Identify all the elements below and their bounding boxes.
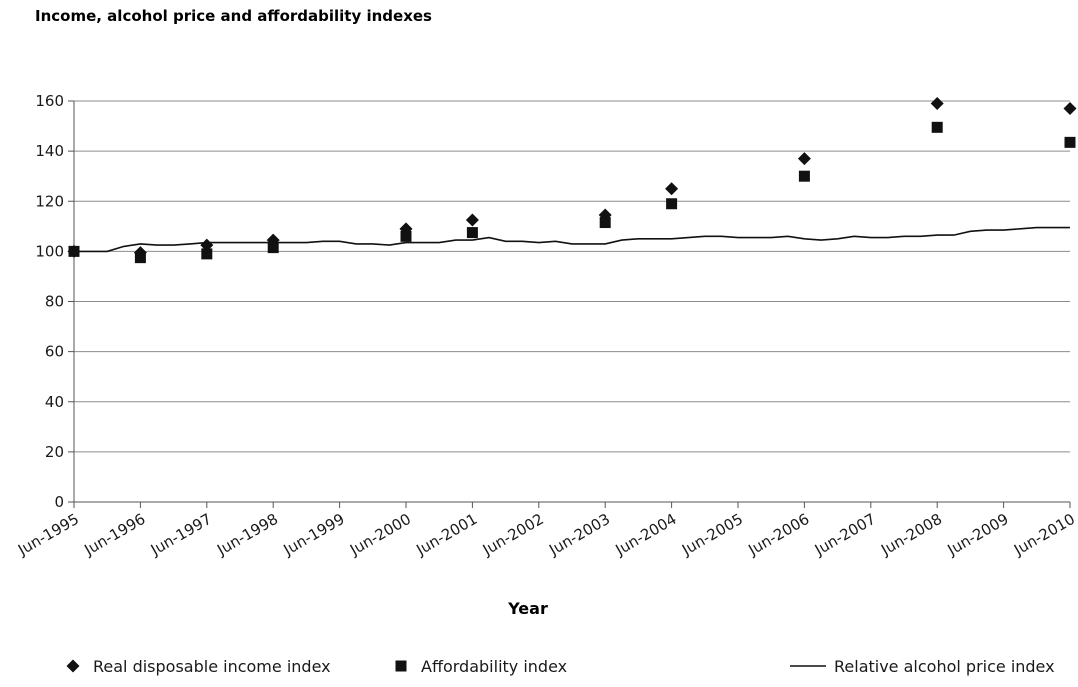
gridlines xyxy=(74,100,1070,453)
plot-area xyxy=(67,97,1077,264)
y-tick-label: 160 xyxy=(35,92,64,110)
y-tick-label: 140 xyxy=(35,142,64,160)
x-tick-label: Jun-2009 xyxy=(944,510,1012,560)
affordability-index-point xyxy=(466,227,478,239)
affordability-index-point xyxy=(201,248,213,260)
x-tick-label: Jun-1999 xyxy=(280,510,348,560)
x-tick-label: Jun-2000 xyxy=(346,510,414,560)
y-tick-label: 80 xyxy=(45,293,64,311)
x-tick-label: Jun-2005 xyxy=(678,510,746,560)
legend-label: Affordability index xyxy=(421,657,567,676)
affordability-index-point xyxy=(666,198,678,210)
x-tick-label: Jun-2010 xyxy=(1010,510,1078,560)
real-disposable-income-index-point xyxy=(1063,102,1077,116)
affordability-index-point xyxy=(134,252,146,264)
x-tick-label: Jun-2007 xyxy=(811,510,879,560)
legend-item-real-disposable-income-index: Real disposable income index xyxy=(66,657,331,676)
affordability-index-point xyxy=(400,230,412,242)
real-disposable-income-index-point xyxy=(665,182,679,196)
affordability-index-point xyxy=(931,121,943,133)
x-axis-ticks: Jun-1995 Jun-1996 Jun-1997 Jun-1998 Jun-1999… xyxy=(14,502,1078,559)
y-tick-label: 120 xyxy=(35,192,64,210)
y-tick-label: 60 xyxy=(45,343,64,361)
legend-item-affordability-index: Affordability index xyxy=(395,657,567,676)
legend-label: Relative alcohol price index xyxy=(834,657,1055,676)
affordability-index-point xyxy=(798,170,810,182)
y-axis-ticks: 0 20 40 60 80 100 120 140 160 xyxy=(35,92,74,511)
x-tick-label: Jun-1995 xyxy=(14,510,82,560)
x-tick-label: Jun-1998 xyxy=(213,510,281,560)
x-tick-label: Jun-2002 xyxy=(479,510,547,560)
y-tick-label: 100 xyxy=(35,242,64,260)
legend: Real disposable income index Affordabilit… xyxy=(66,657,1055,676)
legend-item-relative-alcohol-price-index: Relative alcohol price index xyxy=(790,657,1055,676)
y-tick-label: 40 xyxy=(45,393,64,411)
affordability-index-point xyxy=(1064,136,1076,148)
x-axis-label: Year xyxy=(507,599,548,618)
real-disposable-income-index-point xyxy=(465,213,479,227)
real-disposable-income-index-point xyxy=(797,152,811,166)
legend-label: Real disposable income index xyxy=(93,657,331,676)
x-tick-label: Jun-2003 xyxy=(545,510,613,560)
y-tick-label: 0 xyxy=(54,493,64,511)
legend-swatch-diamond xyxy=(66,659,80,673)
legend-swatch-square xyxy=(395,660,407,672)
affordability-index-point xyxy=(267,242,279,254)
x-tick-label: Jun-2004 xyxy=(612,510,680,560)
affordability-index-point xyxy=(599,217,611,229)
chart-title: Income, alcohol price and affordability … xyxy=(35,7,432,25)
x-tick-label: Jun-1996 xyxy=(80,510,148,560)
x-tick-label: Jun-1997 xyxy=(147,510,215,560)
real-disposable-income-index-point xyxy=(930,97,944,111)
x-tick-label: Jun-2008 xyxy=(877,510,945,560)
x-tick-label: Jun-2006 xyxy=(744,510,812,560)
x-tick-label: Jun-2001 xyxy=(412,510,480,560)
y-tick-label: 20 xyxy=(45,443,64,461)
relative-alcohol-price-index-line xyxy=(74,226,1070,253)
